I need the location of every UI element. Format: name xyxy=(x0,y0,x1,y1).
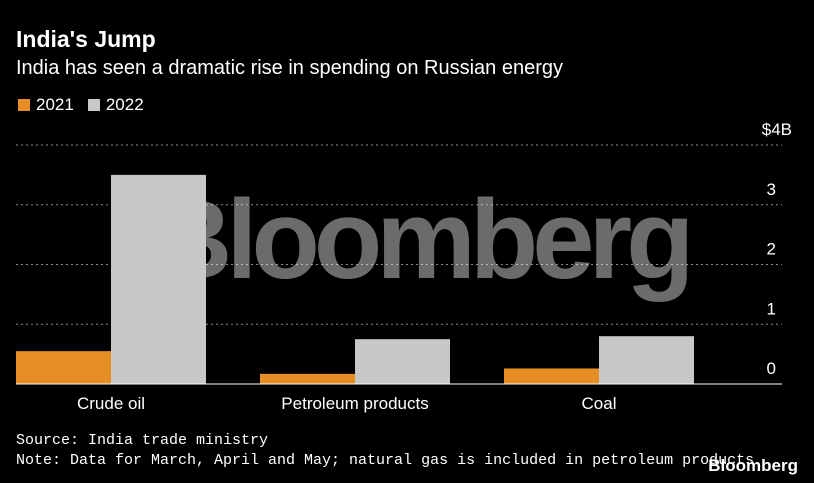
footer-notes: Source: India trade ministry Note: Data … xyxy=(16,431,754,471)
y-tick-label: 0 xyxy=(767,359,776,378)
legend-label-2022: 2022 xyxy=(105,95,144,114)
bar-2022 xyxy=(355,339,450,384)
x-category-label: Petroleum products xyxy=(281,394,428,413)
legend-swatch-2022 xyxy=(87,99,100,111)
chart-title: India's Jump xyxy=(16,26,156,52)
x-category-label: Coal xyxy=(582,394,617,413)
bar-2021 xyxy=(504,368,599,384)
x-axis-categories: Crude oil Petroleum products Coal xyxy=(77,394,617,413)
bar-2021 xyxy=(260,373,355,384)
legend-item-2021: 2021 xyxy=(18,95,74,115)
y-tick-label: 2 xyxy=(767,240,776,259)
bars xyxy=(16,174,694,384)
y-tick-label: $4B xyxy=(762,120,792,139)
chart-subtitle: India has seen a dramatic rise in spendi… xyxy=(16,57,563,79)
bar-2022 xyxy=(111,174,206,384)
source-note: Source: India trade ministry xyxy=(16,432,269,449)
y-axis-ticks: 0 1 2 3 $4B xyxy=(762,120,792,378)
x-category-label: Crude oil xyxy=(77,394,145,413)
bar-2021 xyxy=(16,351,111,384)
legend-item-2022: 2022 xyxy=(87,95,144,115)
bar-2022 xyxy=(599,336,694,384)
legend-swatch-2021 xyxy=(18,99,30,111)
bloomberg-logo: Bloomberg xyxy=(708,456,798,475)
data-note: Note: Data for March, April and May; nat… xyxy=(16,452,755,469)
y-tick-label: 3 xyxy=(767,180,776,199)
y-tick-label: 1 xyxy=(767,299,776,318)
watermark-logo: Bloomberg xyxy=(151,177,688,302)
legend-label-2021: 2021 xyxy=(36,95,74,114)
legend: 2021 2022 xyxy=(18,95,158,115)
